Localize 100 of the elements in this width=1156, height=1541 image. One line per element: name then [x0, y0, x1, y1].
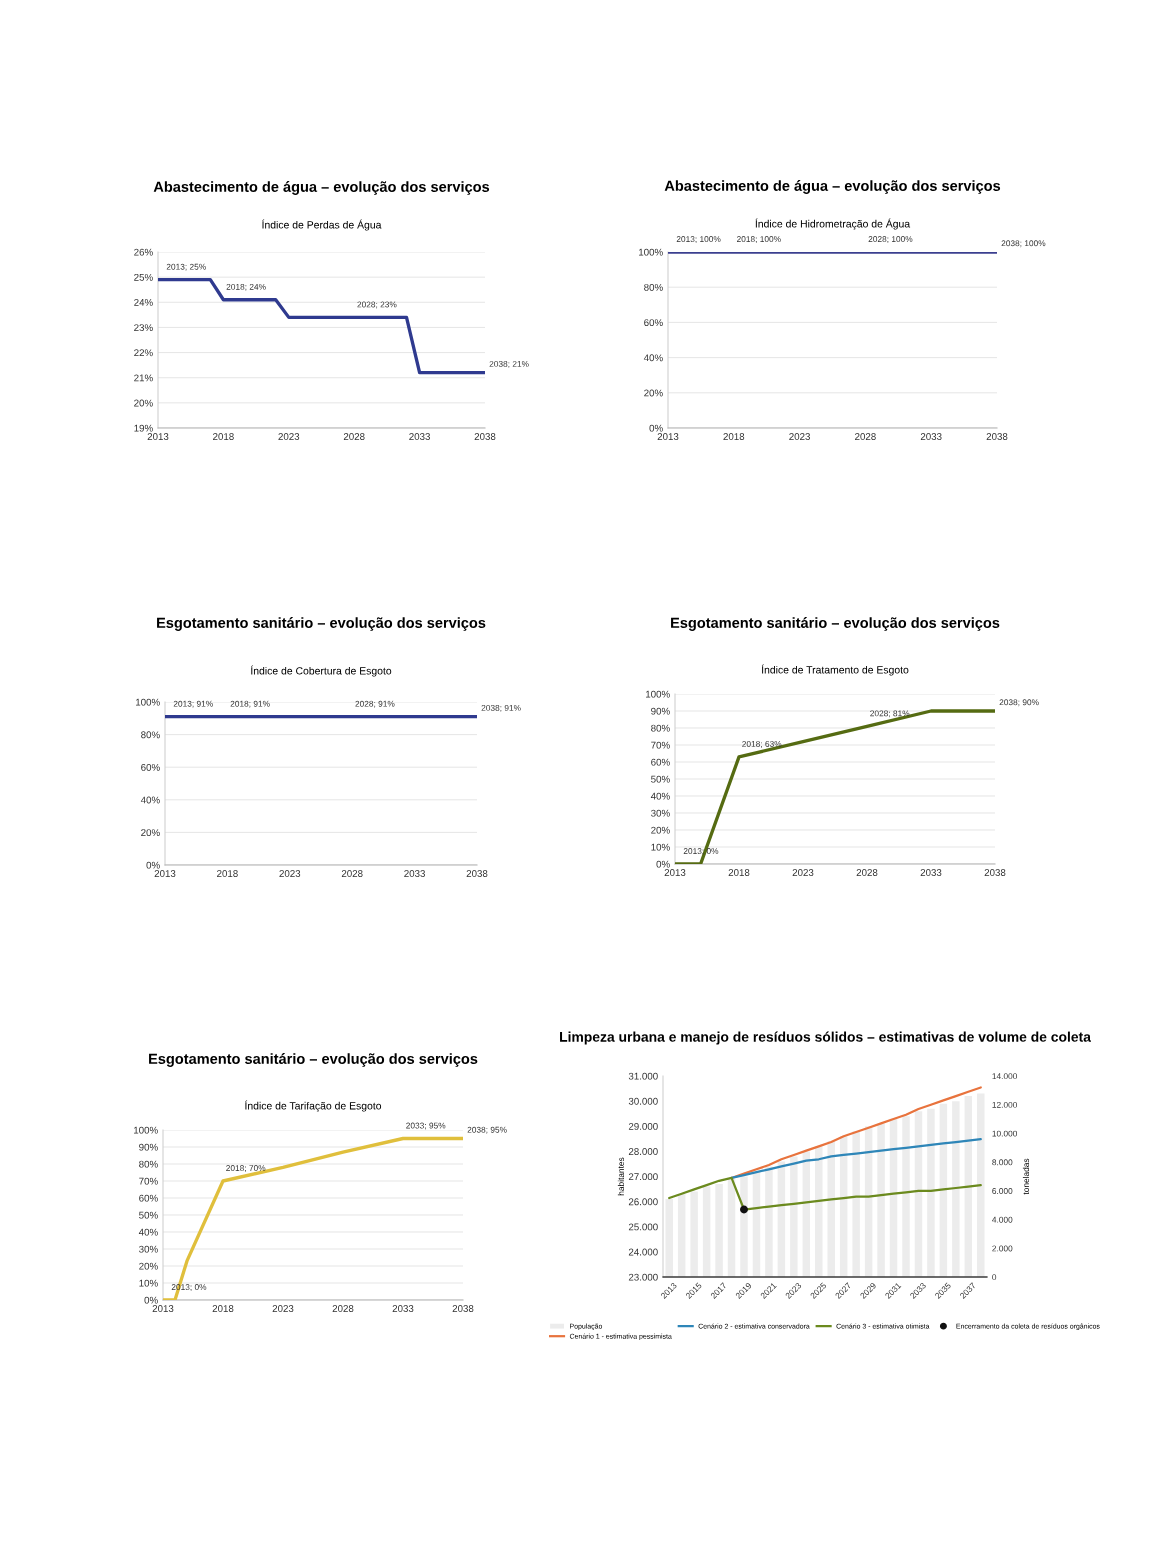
data-label: 2028; 23%	[357, 301, 397, 309]
x-tick-label: 2033	[392, 1305, 414, 1312]
x-tick-label: 2038	[474, 433, 496, 440]
x-tick-label: 2033	[404, 870, 425, 877]
y2-tick-label: 2.000	[992, 1245, 1013, 1252]
chart-title: Esgotamento sanitário – evolução dos serviços	[149, 1053, 478, 1067]
y-tick-label: 80%	[644, 283, 663, 291]
y-tick-label: 30.000	[628, 1097, 658, 1105]
x-tick-label: 2018	[213, 433, 234, 440]
y-tick-label: 0%	[144, 1296, 158, 1304]
data-label: 2038; 95%	[467, 1126, 507, 1134]
data-label: 2028; 100%	[868, 236, 913, 243]
x-tick-label: 2028	[855, 433, 876, 440]
chart-subtitle: Índice de Tarifação de Esgoto	[245, 1100, 382, 1112]
data-label: 2013; 25%	[166, 263, 206, 271]
y-tick-label: 90%	[139, 1143, 158, 1151]
y-tick-label: 20%	[134, 399, 153, 407]
data-label: 2033; 95%	[406, 1122, 446, 1130]
y-tick-label: 40%	[138, 1228, 158, 1236]
y-tick-label: 100%	[136, 698, 160, 706]
x-tick-label: 2018	[723, 433, 745, 440]
data-label: 2013; 0%	[683, 848, 719, 855]
y-tick-label: 24%	[134, 299, 153, 306]
y2-axis-title: toneladas	[1022, 1158, 1030, 1195]
y-tick-label: 40%	[650, 792, 670, 800]
y-tick-label: 20%	[651, 826, 670, 834]
y-axis-title: habitantes	[617, 1157, 624, 1196]
chart-title: Esgotamento sanitário – evolução dos serviços	[157, 617, 486, 631]
x-tick-label: 2038	[984, 869, 1006, 876]
y-tick-label: 100%	[646, 690, 670, 698]
data-label: 2013; 91%	[173, 700, 213, 708]
y2-tick-label: 14.000	[992, 1073, 1018, 1080]
y-tick-label: 0%	[649, 424, 663, 432]
x-tick-label: 2038	[986, 433, 1008, 440]
y2-tick-label: 8.000	[992, 1159, 1013, 1166]
x-tick-label: 2023	[272, 1305, 294, 1312]
y-tick-label: 60%	[139, 1194, 158, 1202]
x-tick-label: 2028	[332, 1305, 354, 1312]
line-series	[163, 1136, 463, 1300]
y2-tick-label: 10.000	[992, 1130, 1018, 1137]
y-tick-label: 80%	[141, 731, 160, 739]
y-tick-label: 0%	[656, 860, 670, 868]
line-series	[158, 277, 485, 375]
data-label: 2028; 91%	[355, 700, 395, 708]
x-tick-label: 2013	[657, 433, 679, 440]
data-label: 2038; 91%	[481, 704, 521, 712]
y-tick-label: 100%	[134, 1126, 158, 1134]
x-tick-label: 2033	[409, 433, 430, 440]
y-tick-label: 70%	[651, 741, 670, 749]
y-tick-label: 30%	[139, 1245, 158, 1253]
chart-title: Esgotamento sanitário – evolução dos serviços	[671, 617, 1000, 631]
y-tick-label: 40%	[643, 354, 663, 362]
data-label: 2018; 91%	[230, 700, 270, 708]
y2-tick-label: 4.000	[992, 1216, 1013, 1223]
y2-tick-label: 6.000	[992, 1188, 1013, 1194]
x-tick-label: 2028	[341, 870, 363, 877]
x-tick-label: 2013	[664, 869, 686, 876]
y2-tick-label: 0	[992, 1274, 997, 1281]
y-tick-label: 19%	[134, 424, 153, 432]
data-label: 2018; 100%	[737, 236, 781, 243]
y-tick-label: 27.000	[628, 1173, 658, 1181]
data-label: 2038; 100%	[1001, 240, 1046, 248]
y-tick-label: 60%	[644, 319, 663, 327]
y-tick-label: 24.000	[628, 1248, 658, 1256]
data-label: 2038; 90%	[999, 699, 1039, 707]
y-tick-label: 70%	[139, 1177, 158, 1185]
x-tick-label: 2038	[452, 1305, 474, 1312]
y-tick-label: 10%	[651, 843, 670, 851]
y-tick-label: 23%	[134, 324, 153, 332]
chart-subtitle: Índice de Tratamento de Esgoto	[761, 664, 909, 676]
chart-title: Limpeza urbana e manejo de resíduos sólidos – estimativas de volume de coleta	[560, 1031, 1092, 1045]
line-series	[730, 1138, 982, 1180]
y-tick-label: 90%	[651, 707, 670, 715]
y2-tick-label: 12.000	[992, 1101, 1018, 1108]
data-label: 2038; 21%	[489, 360, 529, 368]
y-tick-label: 25%	[134, 273, 153, 281]
x-tick-label: 2038	[466, 870, 488, 877]
y-tick-label: 100%	[639, 248, 663, 256]
x-tick-label: 2018	[217, 870, 238, 877]
x-tick-label: 2028	[856, 869, 878, 876]
x-tick-label: 2033	[920, 869, 942, 876]
y-tick-label: 0%	[146, 861, 160, 869]
chart-title: Abastecimento de água – evolução dos serviços	[153, 181, 490, 195]
y-tick-label: 31.000	[628, 1072, 658, 1080]
chart-subtitle: Índice de Perdas de Água	[262, 219, 382, 231]
y-tick-label: 80%	[139, 1160, 158, 1168]
data-label: 2013; 100%	[676, 236, 721, 243]
y-tick-label: 29.000	[628, 1122, 658, 1130]
y-tick-label: 20%	[141, 829, 160, 837]
y-tick-label: 60%	[141, 763, 160, 771]
x-tick-label: 2023	[279, 870, 301, 877]
x-tick-label: 2023	[789, 433, 810, 440]
data-label: 2018; 24%	[226, 283, 266, 291]
x-tick-label: 2013	[154, 870, 176, 877]
x-tick-label: 2013	[147, 433, 169, 440]
x-tick-label: 2023	[278, 433, 300, 440]
data-label: 2028; 81%	[870, 710, 910, 718]
y-tick-label: 26%	[134, 248, 153, 256]
data-label: 2018; 63%	[742, 741, 782, 748]
line-series	[675, 709, 995, 864]
